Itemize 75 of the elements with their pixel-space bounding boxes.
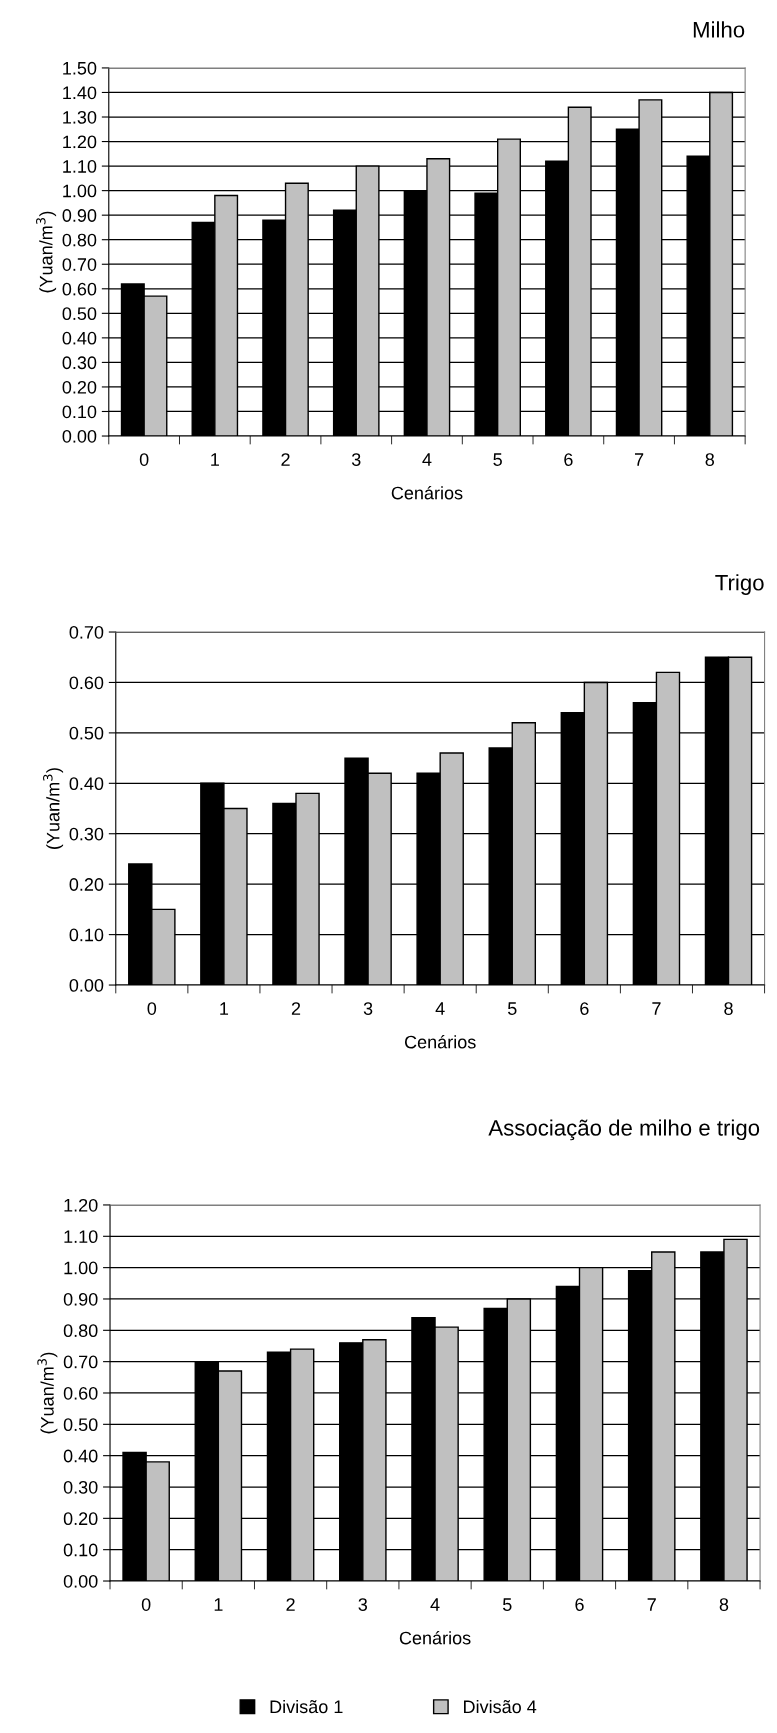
x-tick-label: 1 — [220, 1002, 229, 1015]
y-tick-label: 0.10 — [62, 405, 97, 419]
x-tick-label: 6 — [580, 1002, 589, 1015]
y-tick-label: 0.80 — [62, 233, 97, 247]
x-tick-label: 1 — [211, 453, 219, 466]
y-tick-label: 0.40 — [63, 1449, 98, 1463]
y-tick-label: 1.20 — [63, 135, 97, 149]
y-tick-label: 0.60 — [69, 676, 104, 690]
x-tick-label: 0 — [139, 453, 149, 466]
y-tick-label: 0.20 — [69, 878, 104, 891]
x-tick-label: 6 — [564, 453, 573, 466]
chart-title: Trigo — [715, 574, 764, 595]
y-tick-label: 0.70 — [62, 258, 97, 271]
legend-label: Divisão 4 — [464, 1699, 537, 1714]
y-tick-label: 1.10 — [64, 1230, 98, 1244]
x-tick-label: 5 — [502, 1598, 512, 1611]
x-axis-title: Cenários — [399, 1630, 471, 1645]
y-tick-label: 0.10 — [69, 928, 104, 942]
y-tick-label: 0.30 — [62, 356, 97, 370]
x-tick-label: 3 — [358, 1598, 368, 1611]
y-tick-label: 0.00 — [69, 978, 104, 992]
x-tick-label: 5 — [507, 1002, 517, 1015]
x-tick-label: 2 — [286, 1598, 295, 1611]
x-tick-label: 3 — [351, 453, 361, 466]
y-tick-label: 0.50 — [62, 307, 97, 321]
x-tick-label: 6 — [575, 1598, 584, 1611]
x-tick-label: 1 — [214, 1598, 223, 1611]
x-tick-label: 0 — [141, 1598, 151, 1611]
y-tick-label: 1.40 — [63, 86, 97, 100]
y-tick-label: 0.60 — [63, 1386, 98, 1400]
y-tick-label: 0.50 — [69, 726, 104, 740]
y-tick-label: 0.30 — [69, 827, 104, 841]
y-tick-label: 1.30 — [63, 110, 97, 124]
x-tick-label: 5 — [493, 453, 502, 466]
y-tick-label: 0.60 — [62, 282, 97, 296]
x-tick-label: 7 — [652, 1002, 661, 1015]
x-tick-label: 4 — [422, 453, 432, 466]
y-axis-title: (Yuan/m$^{3}$) — [36, 211, 57, 293]
x-tick-label: 8 — [705, 453, 715, 466]
y-tick-label: 0.00 — [63, 1574, 98, 1588]
y-tick-label: 0.70 — [69, 625, 104, 639]
y-tick-label: 1.00 — [64, 1261, 98, 1275]
x-tick-label: 4 — [430, 1598, 440, 1611]
y-tick-label: 0.50 — [63, 1418, 98, 1432]
y-axis-title: (Yuan/m$^{3}$) — [37, 1352, 58, 1434]
x-tick-label: 7 — [634, 453, 644, 466]
y-tick-label: 0.30 — [63, 1480, 98, 1494]
x-tick-label: 3 — [363, 1002, 373, 1015]
y-tick-label: 1.20 — [64, 1198, 98, 1212]
y-tick-label: 1.00 — [63, 184, 97, 198]
chart-title: Milho — [693, 21, 745, 38]
y-tick-label: 0.20 — [62, 380, 97, 394]
x-tick-label: 4 — [435, 1002, 445, 1015]
x-tick-label: 8 — [724, 1002, 733, 1015]
x-tick-label: 2 — [291, 1002, 301, 1015]
x-axis-title: Cenários — [391, 485, 463, 500]
y-axis-title: (Yuan/m$^{3}$) — [43, 768, 64, 849]
y-tick-label: 1.10 — [63, 160, 97, 173]
x-axis-title: Cenários — [404, 1034, 476, 1049]
chart-title: Associação de milho e trigo — [488, 1119, 760, 1141]
y-tick-label: 0.90 — [63, 1292, 98, 1306]
y-tick-label: 0.80 — [63, 1324, 98, 1338]
y-tick-label: 0.40 — [62, 331, 97, 345]
y-tick-label: 0.70 — [63, 1355, 98, 1369]
x-tick-label: 0 — [147, 1002, 157, 1015]
x-tick-label: 7 — [647, 1598, 656, 1611]
y-tick-label: 0.10 — [63, 1543, 98, 1557]
x-tick-label: 2 — [281, 453, 290, 466]
y-tick-label: 0.20 — [63, 1512, 98, 1526]
y-tick-label: 0.90 — [62, 209, 97, 222]
legend-label: Divisão 1 — [270, 1699, 343, 1714]
y-tick-label: 0.00 — [62, 429, 97, 443]
y-tick-label: 0.40 — [69, 777, 104, 791]
x-tick-label: 8 — [719, 1598, 729, 1611]
y-tick-label: 1.50 — [63, 61, 97, 75]
